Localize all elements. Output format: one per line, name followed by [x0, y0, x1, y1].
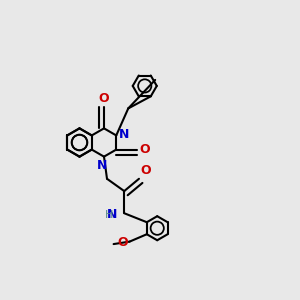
Text: O: O [118, 236, 128, 249]
Text: N: N [97, 159, 108, 172]
Text: N: N [107, 208, 118, 221]
Text: O: O [140, 143, 150, 156]
Text: O: O [140, 164, 151, 177]
Text: H: H [104, 210, 113, 220]
Text: N: N [118, 128, 129, 141]
Text: O: O [99, 92, 109, 105]
